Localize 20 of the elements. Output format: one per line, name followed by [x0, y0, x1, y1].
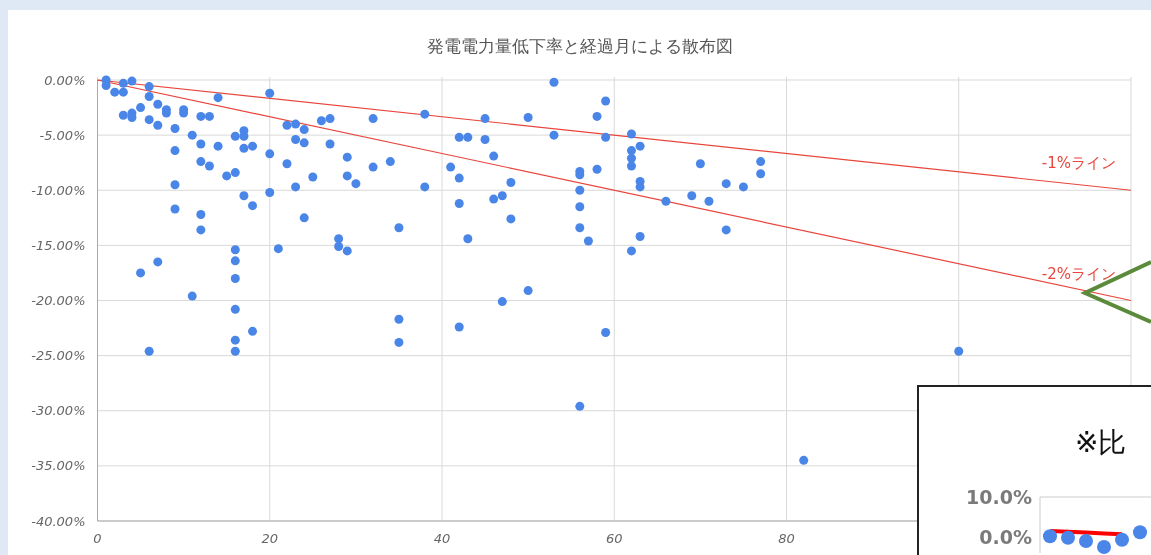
y-tick-label: -40.00%	[31, 513, 86, 529]
chart-title: 発電電力量低下率と経過月による散布図	[427, 36, 733, 56]
x-tick-label: 80	[778, 531, 795, 546]
x-tick-label: 40	[433, 531, 451, 546]
y-tick-label: -5.00%	[39, 127, 86, 143]
chart-title: ※比	[1075, 426, 1127, 459]
series-label: -2%ライン	[1041, 264, 1116, 283]
y-tick-label: 0.0%	[979, 525, 1032, 548]
y-tick-label: -20.00%	[31, 293, 86, 309]
y-tick-label: -15.00%	[31, 237, 86, 253]
y-tick-label: -35.00%	[31, 458, 86, 474]
y-tick-label: -30.00%	[31, 403, 86, 419]
x-tick-label: 0	[93, 531, 102, 546]
series-label: -1%ライン	[1041, 154, 1116, 173]
x-tick-label: 60	[605, 531, 623, 546]
y-tick-label: -10.00%	[31, 182, 86, 198]
y-tick-label: 0.00%	[44, 72, 86, 88]
y-tick-label: -25.00%	[31, 348, 86, 364]
y-tick-label: 10.0%	[966, 485, 1032, 508]
x-tick-label: 20	[261, 531, 279, 546]
